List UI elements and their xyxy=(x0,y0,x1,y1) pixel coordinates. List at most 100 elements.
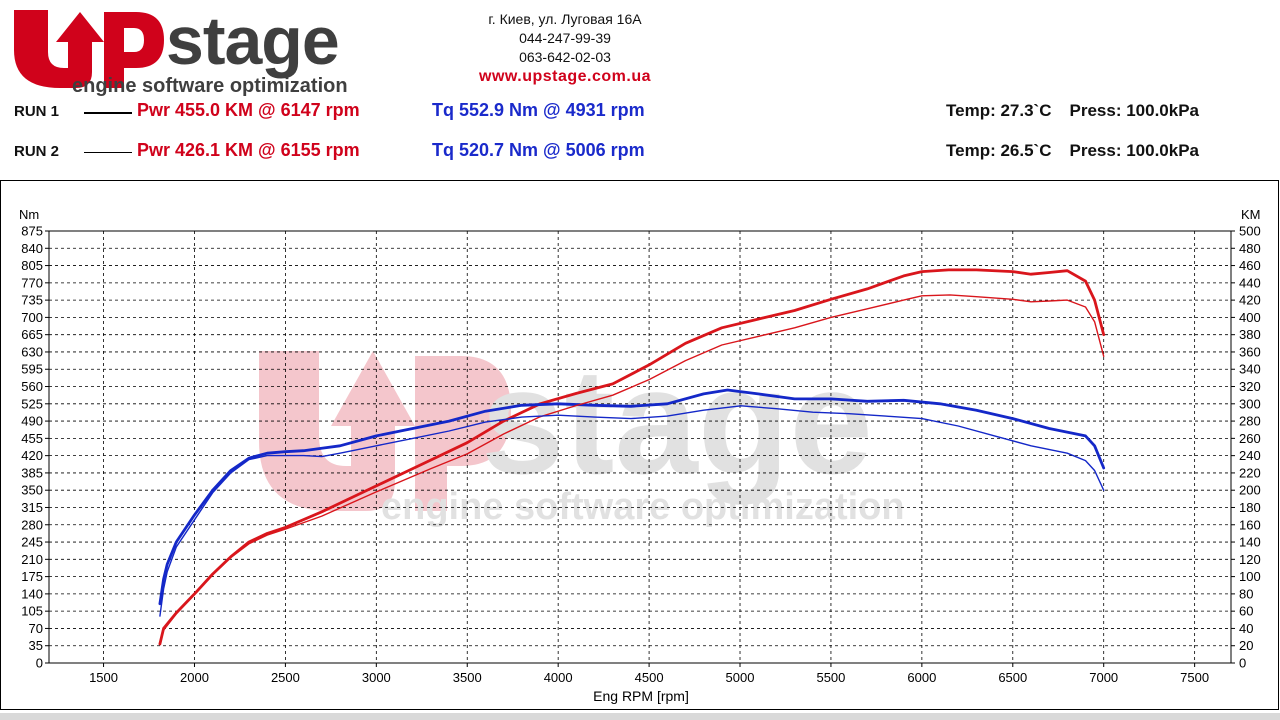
plot-frame xyxy=(48,230,1232,664)
y-right-tick-label: 240 xyxy=(1239,448,1261,463)
y-right-tick-label: 340 xyxy=(1239,362,1261,377)
y-left-tick-label: 560 xyxy=(21,379,43,394)
x-tick-label: 4500 xyxy=(635,670,664,685)
y-right-tick-label: 280 xyxy=(1239,414,1261,429)
x-tick-label: 7500 xyxy=(1180,670,1209,685)
logo-tagline: engine software optimization xyxy=(72,75,348,97)
y-left-tick-label: 245 xyxy=(21,535,43,550)
contact-phone-1: 044-247-99-39 xyxy=(519,30,611,46)
y-right-tick-label: 120 xyxy=(1239,552,1261,567)
y-right-tick-label: 60 xyxy=(1239,604,1253,619)
series-run-2-torque xyxy=(159,405,1105,617)
run-2-line-swatch xyxy=(84,152,132,153)
y-left-tick-label: 525 xyxy=(21,396,43,411)
run-2-label: RUN 2 xyxy=(14,143,60,160)
y-left-tick-label: 630 xyxy=(21,344,43,359)
y-right-tick-label: 100 xyxy=(1239,569,1261,584)
x-tick-label: 3000 xyxy=(362,670,391,685)
logo-wordmark: stage xyxy=(166,3,339,79)
x-tick-label: 6500 xyxy=(998,670,1027,685)
x-tick-label: 5000 xyxy=(726,670,755,685)
y-left-tick-label: 175 xyxy=(21,569,43,584)
logo-arrow xyxy=(56,12,104,88)
x-tick-label: 5500 xyxy=(816,670,845,685)
y-right-tick-label: 260 xyxy=(1239,431,1261,446)
x-tick-label: 4000 xyxy=(544,670,573,685)
series-run-1-torque xyxy=(158,388,1106,606)
x-tick-label: 2000 xyxy=(180,670,209,685)
contact-phone-2: 063-642-02-03 xyxy=(519,49,611,65)
x-tick-label: 2500 xyxy=(271,670,300,685)
y-left-tick-label: 35 xyxy=(29,638,43,653)
y-left-tick-label: 315 xyxy=(21,500,43,515)
y-left-tick-label: 770 xyxy=(21,275,43,290)
y-left-tick-label: 875 xyxy=(21,224,43,239)
logo-u-letter xyxy=(14,10,68,88)
y-left-tick-label: 70 xyxy=(29,621,43,636)
y-axis-right-label: KM xyxy=(1241,207,1261,222)
watermark-logo: stage engine software optimization xyxy=(259,337,905,528)
y-left-tick-label: 350 xyxy=(21,483,43,498)
run-1-torque: Tq 552.9 Nm @ 4931 rpm xyxy=(432,100,645,120)
contact-block: г. Киев, ул. Луговая 16А 044-247-99-39 0… xyxy=(430,10,700,86)
y-left-tick-label: 735 xyxy=(21,293,43,308)
y-right-tick-label: 180 xyxy=(1239,500,1261,515)
y-right-tick-label: 40 xyxy=(1239,621,1253,636)
y-right-tick-label: 300 xyxy=(1239,396,1261,411)
contact-website[interactable]: www.upstage.com.ua xyxy=(479,68,651,85)
y-right-tick-label: 220 xyxy=(1239,465,1261,480)
series-run-1-power xyxy=(158,268,1106,646)
y-right-tick-label: 380 xyxy=(1239,327,1261,342)
x-tick-label: 1500 xyxy=(89,670,118,685)
run-1-temp: Temp: 27.3`C xyxy=(946,101,1052,120)
y-left-tick-label: 280 xyxy=(21,517,43,532)
y-right-tick-label: 500 xyxy=(1239,224,1261,239)
dyno-chart-panel: stage engine software optimization 1500 2… xyxy=(0,180,1279,710)
run-1-conditions: Temp: 27.3`C Press: 100.0kPa xyxy=(946,101,1217,121)
run-2-power: Pwr 426.1 KM @ 6155 rpm xyxy=(137,140,360,160)
svg-text:stage: stage xyxy=(481,337,873,505)
y-left-tick-label: 455 xyxy=(21,431,43,446)
y-left-tick-label: 0 xyxy=(36,656,43,671)
brand-logo: stage engine software optimization xyxy=(14,3,348,97)
run-2-temp: Temp: 26.5`C xyxy=(946,141,1052,160)
y-left-tick-label: 420 xyxy=(21,448,43,463)
y-right-tick-label: 80 xyxy=(1239,586,1253,601)
run-1-press: Press: 100.0kPa xyxy=(1069,101,1200,120)
y-right-tick-label: 400 xyxy=(1239,310,1261,325)
run-1-line-swatch xyxy=(84,112,132,114)
run-2-press: Press: 100.0kPa xyxy=(1069,141,1200,160)
y-left-tick-label: 385 xyxy=(21,465,43,480)
y-right-tick-label: 420 xyxy=(1239,293,1261,308)
run-2-conditions: Temp: 26.5`C Press: 100.0kPa xyxy=(946,141,1217,161)
y-left-tick-label: 490 xyxy=(21,414,43,429)
y-right-tick-label: 440 xyxy=(1239,275,1261,290)
contact-address: г. Киев, ул. Луговая 16А xyxy=(488,11,642,27)
y-left-tick-label: 700 xyxy=(21,310,43,325)
x-tick-label: 3500 xyxy=(453,670,482,685)
bottom-scrollbar[interactable] xyxy=(0,713,1280,720)
y-left-tick-label: 805 xyxy=(21,258,43,273)
run-2-torque: Tq 520.7 Nm @ 5006 rpm xyxy=(432,140,645,160)
y-left-tick-label: 595 xyxy=(21,362,43,377)
run-1-power: Pwr 455.0 KM @ 6147 rpm xyxy=(137,100,360,120)
x-axis-label: Eng RPM [rpm] xyxy=(593,688,689,704)
series-run-2-power xyxy=(159,294,1105,645)
y-left-tick-label: 210 xyxy=(21,552,43,567)
y-right-tick-label: 320 xyxy=(1239,379,1261,394)
y-left-tick-label: 840 xyxy=(21,241,43,256)
y-right-tick-label: 480 xyxy=(1239,241,1261,256)
y-right-tick-label: 160 xyxy=(1239,517,1261,532)
svg-text:engine software optimization: engine software optimization xyxy=(381,486,905,528)
x-tick-label: 6000 xyxy=(907,670,936,685)
run-1-label: RUN 1 xyxy=(14,103,60,120)
y-right-tick-label: 460 xyxy=(1239,258,1261,273)
y-left-tick-label: 105 xyxy=(21,604,43,619)
y-left-tick-label: 140 xyxy=(21,586,43,601)
y-right-tick-label: 140 xyxy=(1239,535,1261,550)
logo-p-letter xyxy=(104,12,164,88)
y-right-tick-label: 20 xyxy=(1239,638,1253,653)
y-axis-left-label: Nm xyxy=(19,207,39,222)
y-right-tick-label: 200 xyxy=(1239,483,1261,498)
y-left-tick-label: 665 xyxy=(21,327,43,342)
